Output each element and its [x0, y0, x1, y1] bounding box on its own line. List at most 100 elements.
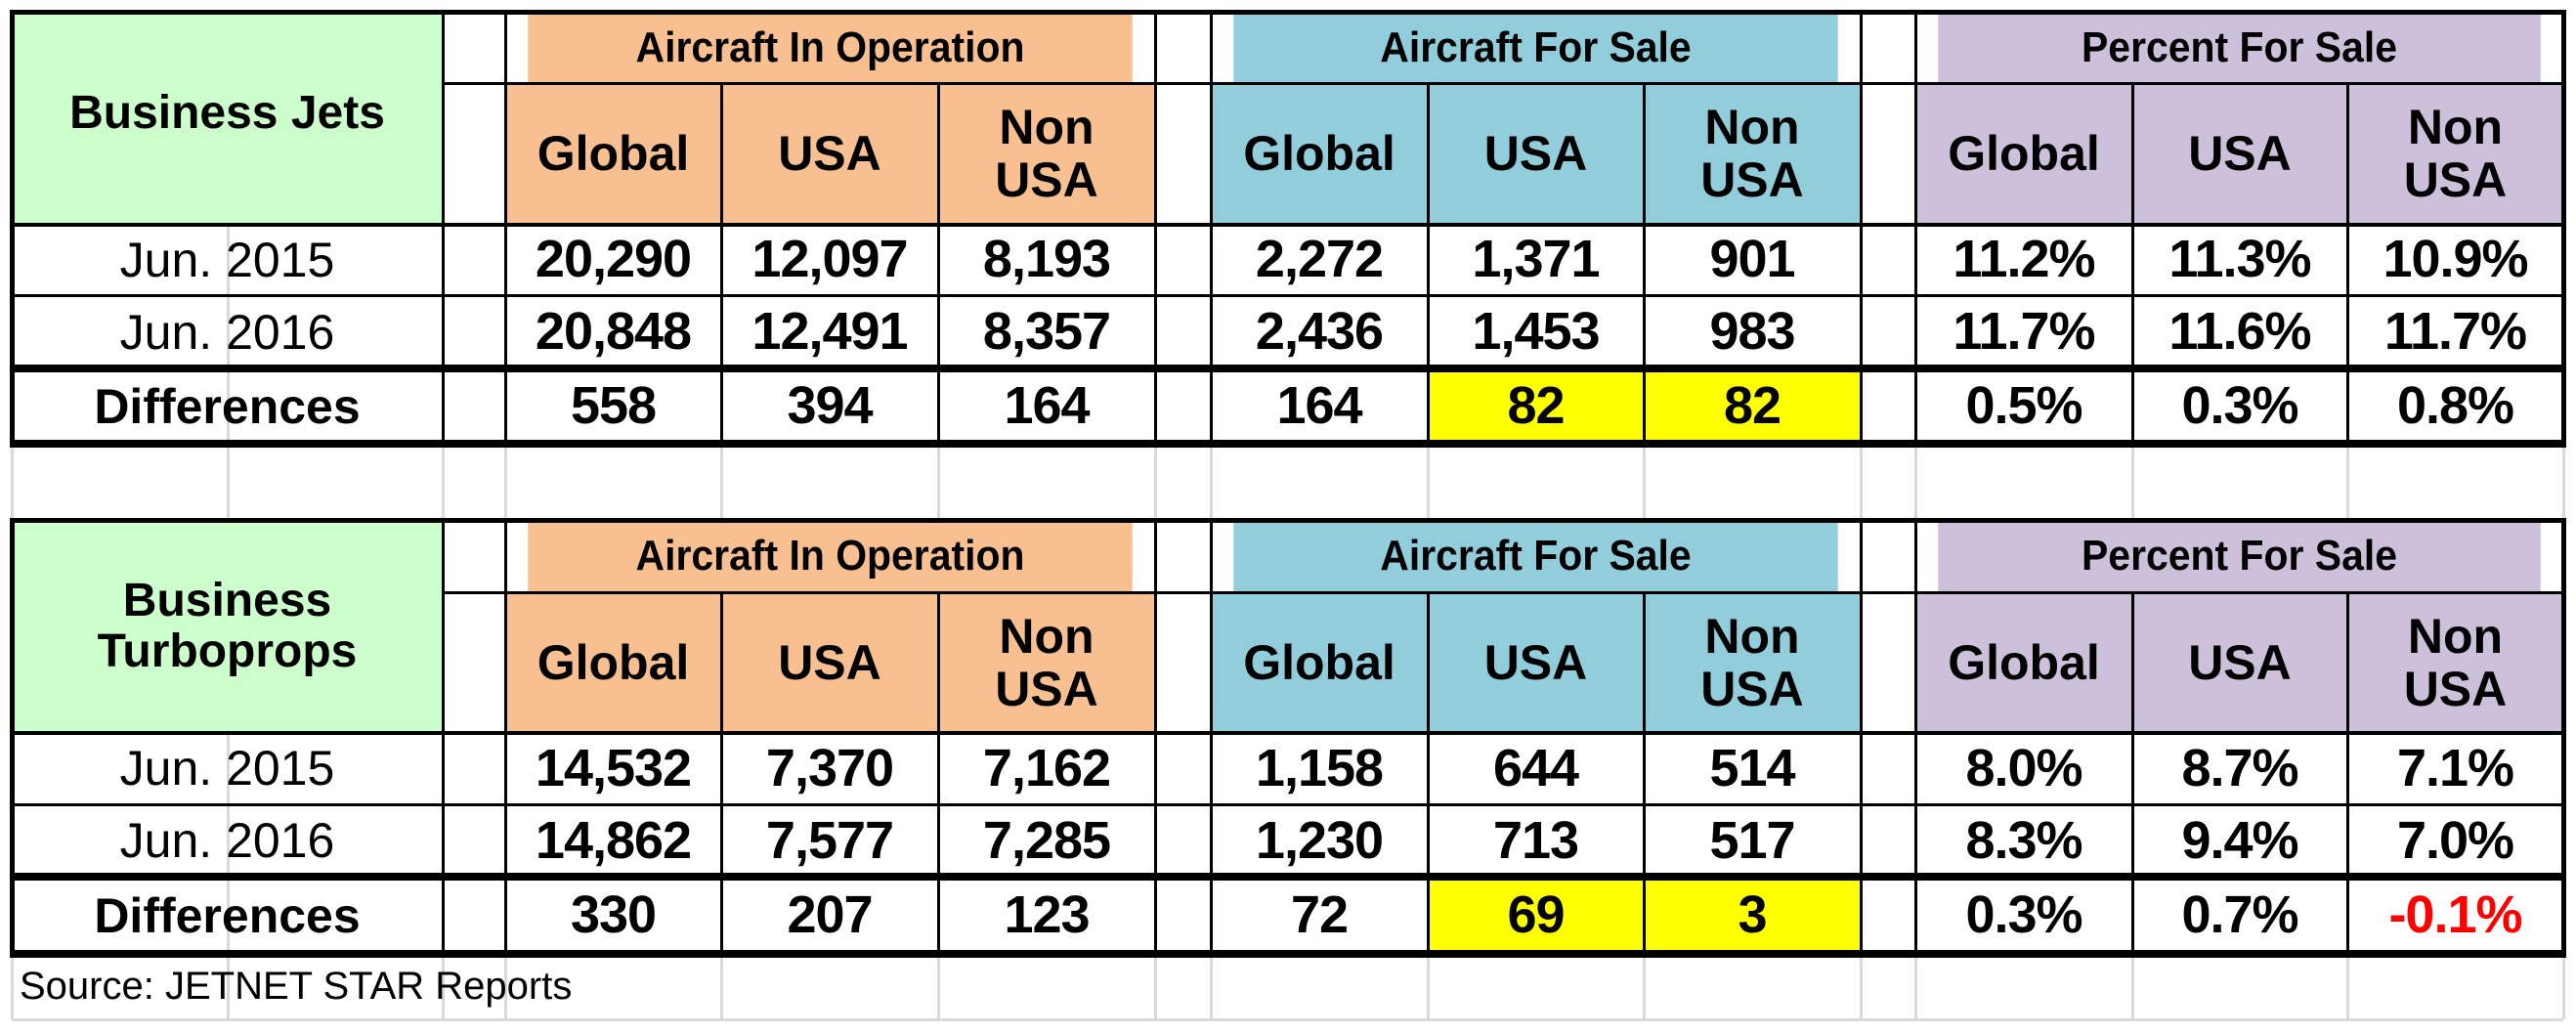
data-cell-percent-non-usa[interactable]: 10.9% [2383, 230, 2528, 289]
column-header-operation-non-usa: Non USA [938, 592, 1155, 732]
data-cell-operation-global[interactable]: 330 [570, 885, 657, 945]
data-cell-forsale-non-usa[interactable]: 3 [1644, 877, 1861, 954]
gridline-vertical [937, 12, 940, 1019]
gridline-vertical [2562, 12, 2565, 1019]
table-border [10, 440, 2566, 448]
data-cell-operation-usa[interactable]: 394 [787, 376, 873, 436]
data-cell-operation-global[interactable]: 20,290 [535, 230, 692, 289]
data-cell-operation-usa[interactable]: 7,370 [765, 738, 894, 797]
table-border [10, 950, 2566, 958]
data-cell-percent-global[interactable]: 0.3% [1965, 885, 2082, 945]
data-cell-operation-global[interactable]: 14,532 [535, 738, 692, 797]
row-label-date: Jun. 2016 [119, 304, 335, 360]
row-label-date: Jun. 2015 [119, 232, 335, 287]
data-cell-forsale-usa[interactable]: 1,371 [1472, 230, 1600, 289]
data-cell-percent-non-usa[interactable]: 11.7% [2383, 302, 2527, 362]
data-cell-percent-usa[interactable]: 8.7% [2181, 738, 2298, 797]
data-cell-percent-global[interactable]: 11.7% [1953, 302, 2095, 362]
group-header-percent: Percent For Sale [1938, 12, 2541, 83]
data-cell-percent-non-usa[interactable]: 0.8% [2396, 376, 2514, 436]
data-cell-operation-usa[interactable]: 12,097 [751, 230, 908, 289]
data-cell-percent-non-usa[interactable]: -0.1% [2388, 885, 2522, 945]
data-cell-forsale-usa[interactable]: 1,453 [1472, 302, 1600, 362]
gridline-vertical [504, 12, 507, 1019]
column-header-operation-global: Global [505, 83, 721, 224]
table-border [2131, 83, 2134, 444]
table-border [12, 803, 2563, 806]
gridline-vertical [2346, 12, 2349, 1019]
table-border [1154, 520, 1157, 954]
table-border [12, 873, 2563, 881]
table-border [12, 731, 2563, 735]
gridline-horizontal [12, 1018, 2563, 1021]
data-cell-operation-non-usa[interactable]: 164 [1004, 376, 1090, 436]
data-cell-operation-usa[interactable]: 7,577 [765, 810, 894, 870]
data-cell-percent-usa[interactable]: 0.7% [2181, 885, 2298, 945]
table-border [10, 518, 15, 958]
column-header-percent-global: Global [1915, 592, 2132, 732]
table-border [2561, 10, 2566, 448]
group-header-operation: Aircraft In Operation [528, 520, 1133, 592]
gridline-vertical [442, 12, 445, 1019]
data-cell-operation-non-usa[interactable]: 8,357 [982, 302, 1111, 362]
data-cell-percent-non-usa[interactable]: 7.0% [2396, 810, 2514, 870]
data-cell-percent-non-usa[interactable]: 7.1% [2396, 738, 2514, 797]
table-border [937, 83, 940, 444]
data-cell-operation-usa[interactable]: 12,491 [751, 302, 908, 362]
gridline-vertical [1643, 12, 1646, 1019]
data-cell-percent-usa[interactable]: 9.4% [2181, 810, 2298, 870]
data-cell-forsale-global[interactable]: 1,230 [1255, 810, 1384, 870]
table-border [1427, 592, 1430, 954]
table-border [442, 12, 445, 444]
data-cell-percent-usa[interactable]: 11.3% [2168, 230, 2311, 289]
group-header-percent: Percent For Sale [1938, 520, 2541, 592]
gridline-vertical [1427, 12, 1430, 1019]
data-cell-percent-global[interactable]: 0.5% [1965, 376, 2082, 436]
table-border [2561, 518, 2566, 958]
table-border [443, 82, 2563, 85]
data-cell-operation-global[interactable]: 558 [570, 376, 657, 436]
data-cell-forsale-global[interactable]: 2,272 [1255, 230, 1384, 289]
data-cell-forsale-usa[interactable]: 713 [1492, 810, 1579, 870]
data-cell-forsale-non-usa[interactable]: 514 [1709, 738, 1795, 797]
data-cell-forsale-usa[interactable]: 644 [1492, 738, 1579, 797]
data-cell-forsale-global[interactable]: 72 [1290, 885, 1349, 945]
section-title: Business Turboprops [12, 520, 443, 732]
data-cell-operation-non-usa[interactable]: 123 [1004, 885, 1090, 945]
data-cell-forsale-non-usa[interactable]: 901 [1709, 230, 1795, 289]
data-cell-percent-usa[interactable]: 0.3% [2181, 376, 2298, 436]
table-border [1914, 520, 1917, 954]
data-cell-forsale-global[interactable]: 164 [1276, 376, 1362, 436]
table-border [937, 592, 940, 954]
table-border [10, 10, 15, 448]
table-border [2346, 83, 2349, 444]
data-cell-operation-usa[interactable]: 207 [787, 885, 873, 945]
data-cell-forsale-global[interactable]: 1,158 [1255, 738, 1384, 797]
column-header-forsale-usa: USA [1428, 592, 1644, 732]
section-title: Business Jets [12, 12, 443, 224]
data-cell-operation-non-usa[interactable]: 7,285 [982, 810, 1111, 870]
table-border [1154, 12, 1157, 444]
data-cell-operation-global[interactable]: 20,848 [535, 302, 692, 362]
column-header-forsale-global: Global [1211, 592, 1428, 732]
data-cell-percent-global[interactable]: 8.3% [1965, 810, 2082, 870]
data-cell-forsale-non-usa[interactable]: 82 [1644, 368, 1861, 444]
table-border [10, 10, 2566, 15]
table-border [12, 223, 2563, 227]
data-cell-percent-usa[interactable]: 11.6% [2168, 302, 2311, 362]
data-cell-forsale-non-usa[interactable]: 983 [1709, 302, 1795, 362]
data-cell-operation-global[interactable]: 14,862 [535, 810, 692, 870]
data-cell-operation-non-usa[interactable]: 7,162 [982, 738, 1111, 797]
data-cell-forsale-usa[interactable]: 82 [1428, 368, 1644, 444]
row-label-differences: Differences [94, 378, 361, 434]
table-border [1427, 83, 1430, 444]
data-cell-forsale-usa[interactable]: 69 [1428, 877, 1644, 954]
group-header-operation: Aircraft In Operation [528, 12, 1133, 83]
table-border [2346, 592, 2349, 954]
data-cell-forsale-global[interactable]: 2,436 [1255, 302, 1384, 362]
data-cell-percent-global[interactable]: 8.0% [1965, 738, 2082, 797]
data-cell-operation-non-usa[interactable]: 8,193 [982, 230, 1111, 289]
table-border [443, 591, 2563, 594]
data-cell-forsale-non-usa[interactable]: 517 [1709, 810, 1795, 870]
data-cell-percent-global[interactable]: 11.2% [1953, 230, 2095, 289]
